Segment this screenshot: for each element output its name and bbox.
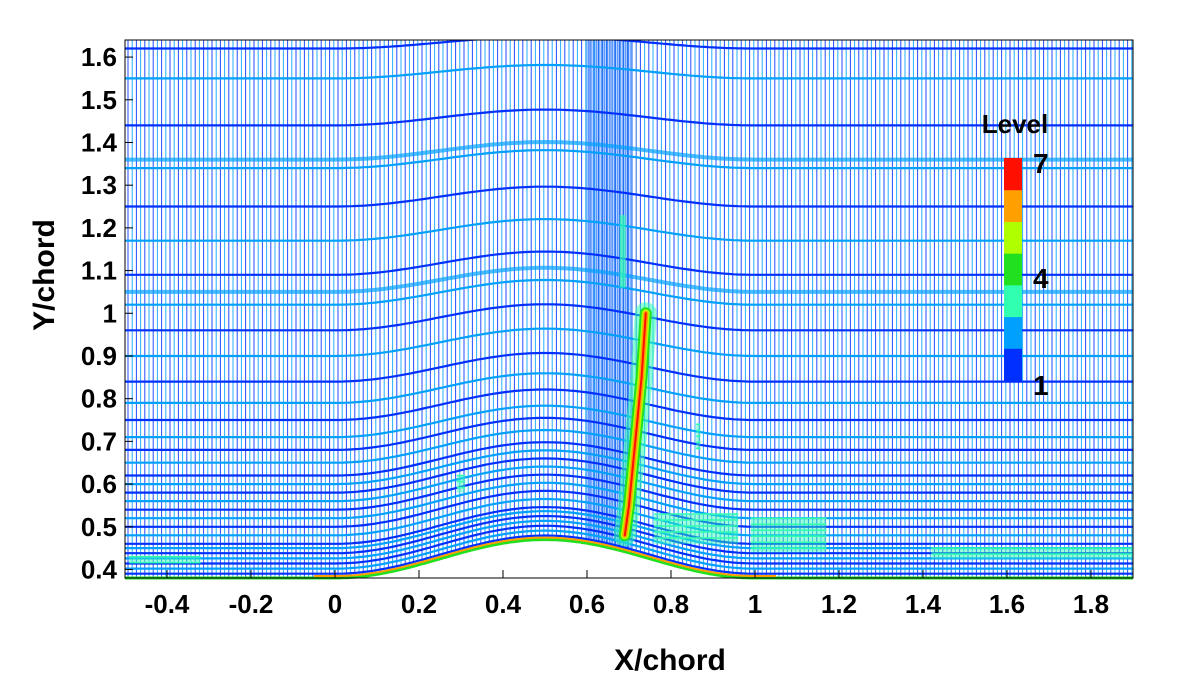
refined-patch [750,518,827,553]
x-tick-label: 1.8 [1073,589,1109,619]
plot-frame [124,39,1134,579]
mesh-horizontal-line [125,63,1133,80]
x-tick-label: 1 [748,589,762,619]
shock-refinement [613,215,657,547]
mesh-horizontal-line [125,185,1133,208]
y-tick-label: 0.7 [81,426,117,456]
x-tick-label: -0.2 [229,589,274,619]
x-tick-label: 0.4 [485,589,522,619]
y-tick-label: 0.4 [81,554,118,584]
x-tick-label: 1.4 [905,589,942,619]
legend-swatch-level-2 [1004,316,1022,349]
y-tick-label: 0.9 [81,341,117,371]
mesh-horizontal-line [125,372,1133,404]
legend-swatch-level-6 [1004,189,1022,222]
mesh-horizontal-line [125,40,1133,50]
x-tick-label: -0.4 [145,589,190,619]
mesh-horizontal-line [125,218,1133,242]
refined-patches [129,423,1133,564]
y-tick-label: 1.4 [81,127,118,157]
y-tick-label: 1.2 [81,213,117,243]
x-tick-label: 0.6 [569,589,605,619]
y-tick-label: 0.6 [81,469,117,499]
mesh-horizontal-line [125,149,1133,170]
mesh-horizontal-line [125,327,1133,358]
legend-swatch-level-1 [1004,348,1022,381]
refined-patch [456,475,466,493]
x-axis-ticks: -0.4 -0.2 0 0.2 0.4 0.6 0.8 1 1.2 1.4 1.6 1.8 [145,570,1109,619]
y-tick-label: 1.5 [81,85,117,115]
legend-swatch-level-5 [1004,221,1022,254]
bump-body [125,539,1133,578]
y-tick-label: 1.3 [81,170,117,200]
y-tick-label: 1.1 [81,256,117,286]
y-tick-label: 1 [103,298,117,328]
y-axis-ticks: 0.4 0.5 0.6 0.7 0.8 0.9 1 1.1 1.2 1.3 1.4 1.5 1.6 [81,42,133,584]
y-tick-label: 0.8 [81,384,117,414]
mesh-horizontal-line [125,278,1133,306]
mesh-horizontal-line [125,108,1133,127]
x-tick-label: 0 [328,589,342,619]
level-legend: Level 7 4 1 [982,109,1049,401]
legend-label-7: 7 [1033,148,1049,179]
level2-bands [125,139,1133,294]
legend-title: Level [982,109,1049,139]
x-tick-label: 1.6 [989,589,1025,619]
y-tick-label: 1.6 [81,42,117,72]
wall-refinement-inner [314,536,776,577]
mesh-horizontal-line [125,351,1133,383]
legend-colorbar [1004,158,1022,381]
y-tick-label: 0.5 [81,512,117,542]
mesh-grid [125,40,1133,578]
refined-patch [654,513,739,544]
x-axis-label: X/chord [614,644,726,677]
level2-band [125,265,1133,294]
mesh-horizontal-line [125,303,1133,332]
legend-swatch-level-3 [1004,284,1022,318]
legend-label-1: 1 [1033,370,1049,401]
x-tick-label: 0.2 [401,589,437,619]
level2-band [125,139,1133,162]
refined-patch [696,424,701,450]
y-axis-label: Y/chord [28,219,61,331]
refined-patch [129,556,201,564]
mesh-horizontal-line [125,250,1133,276]
x-tick-label: 0.8 [653,589,689,619]
shock-level7 [623,312,647,537]
legend-label-4: 4 [1033,263,1049,294]
mesh-horizontal-line [125,534,1133,575]
legend-swatch-level-7 [1004,158,1022,191]
x-tick-label: 1.2 [821,589,857,619]
legend-swatch-level-4 [1004,253,1022,286]
bump-geometry [124,39,1134,580]
